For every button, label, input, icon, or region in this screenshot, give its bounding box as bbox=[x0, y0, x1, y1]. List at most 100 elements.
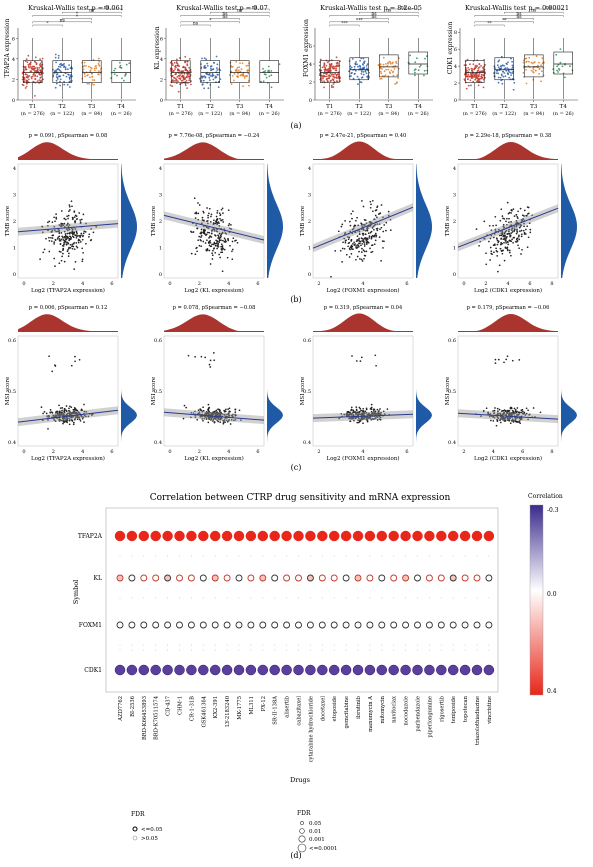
data-point bbox=[26, 76, 29, 79]
data-point bbox=[54, 220, 56, 223]
data-point bbox=[359, 59, 361, 62]
x-tick-label: 0 bbox=[22, 449, 25, 455]
y-tick-label: 1 bbox=[159, 246, 162, 252]
data-point bbox=[215, 215, 218, 218]
data-point bbox=[206, 220, 208, 223]
bubble-kl bbox=[211, 574, 219, 582]
data-point bbox=[81, 417, 84, 420]
data-point bbox=[207, 214, 209, 217]
data-point bbox=[363, 62, 366, 64]
nonsig-dot bbox=[357, 649, 359, 651]
y-tick-label: 0.4 bbox=[8, 440, 16, 446]
bubble-cdk1 bbox=[162, 664, 173, 676]
data-point bbox=[362, 232, 365, 235]
data-point bbox=[506, 217, 508, 220]
nonsig-dot bbox=[369, 644, 371, 646]
nonsig-dot bbox=[464, 597, 466, 599]
x-tick-label: 6 bbox=[110, 281, 113, 287]
sig-label: * bbox=[76, 11, 79, 17]
data-point bbox=[32, 67, 35, 70]
boxplot-kl: Kruskal-Wallis test p = 0.07 KL expressi… bbox=[154, 4, 284, 117]
data-point bbox=[212, 420, 214, 422]
data-point bbox=[221, 248, 223, 250]
y-tick-label: 0.6 bbox=[154, 338, 162, 344]
sig-label: ns bbox=[386, 9, 392, 14]
bubble-cdk1 bbox=[198, 664, 209, 676]
data-point bbox=[27, 54, 30, 57]
data-point bbox=[331, 86, 333, 89]
bubble-cdk1 bbox=[150, 664, 161, 676]
kw-test-label: Kruskal-Wallis test p = 0.00021 bbox=[465, 4, 569, 12]
data-point bbox=[55, 216, 58, 219]
data-point bbox=[172, 70, 175, 72]
panel-d: Correlation between CTRP drug sensitivit… bbox=[72, 493, 563, 860]
data-point bbox=[234, 408, 237, 411]
data-point bbox=[360, 258, 363, 261]
bubble-kl bbox=[187, 574, 195, 582]
y-axis-label: MSI score bbox=[5, 377, 11, 405]
nonsig-dot bbox=[464, 649, 466, 651]
data-point bbox=[53, 243, 55, 245]
data-point bbox=[209, 74, 212, 77]
data-point bbox=[518, 223, 520, 226]
data-point bbox=[76, 232, 78, 235]
data-point bbox=[359, 360, 362, 362]
data-point bbox=[382, 230, 385, 233]
data-point bbox=[366, 226, 369, 229]
y-tick-label: 0.6 bbox=[303, 338, 311, 344]
data-point bbox=[209, 65, 212, 68]
nonsig-dot bbox=[274, 649, 276, 651]
data-point bbox=[361, 247, 363, 250]
data-point bbox=[484, 71, 486, 74]
data-point bbox=[74, 228, 77, 230]
data-point bbox=[497, 60, 500, 63]
data-point bbox=[341, 247, 344, 250]
bubble-foxm1 bbox=[366, 621, 374, 629]
data-point bbox=[540, 80, 542, 83]
data-point bbox=[354, 224, 357, 227]
bubble-tfap2a bbox=[447, 530, 459, 542]
data-point bbox=[68, 252, 70, 255]
y-tick-label: 6 bbox=[160, 36, 163, 42]
x-tick-label: 0 bbox=[22, 281, 25, 287]
nonsig-dot bbox=[488, 555, 490, 557]
scatter-plot-1: p = 0.078, pSpearman = −0.080 2 4 60.40.50.… bbox=[151, 305, 283, 462]
data-point bbox=[395, 60, 397, 63]
data-point bbox=[511, 64, 514, 67]
data-point bbox=[71, 245, 73, 247]
data-point bbox=[39, 258, 41, 260]
x-axis-label: Log2 (CDK1 expression) bbox=[474, 455, 542, 462]
nonsig-dot bbox=[345, 597, 347, 599]
data-point bbox=[244, 75, 247, 77]
data-point bbox=[200, 75, 203, 78]
bubble-cdk1 bbox=[364, 664, 376, 676]
stat-label: p = 2.29e-18, pSpearman = 0.38 bbox=[465, 133, 552, 139]
sig-label: ** bbox=[502, 17, 507, 23]
colorbar-tick-mid: 0.0 bbox=[547, 591, 557, 598]
data-point bbox=[488, 240, 490, 243]
data-point bbox=[362, 422, 364, 425]
data-point bbox=[516, 215, 519, 218]
data-point bbox=[36, 68, 39, 71]
data-point bbox=[79, 219, 82, 221]
data-point bbox=[354, 231, 357, 233]
bubble-cdk1 bbox=[174, 664, 185, 676]
data-point bbox=[268, 75, 271, 78]
data-point bbox=[352, 227, 355, 230]
bubble-cdk1 bbox=[269, 664, 280, 676]
data-point bbox=[124, 73, 127, 76]
data-point bbox=[321, 66, 324, 69]
data-point bbox=[54, 86, 57, 89]
data-point bbox=[38, 67, 41, 69]
data-point bbox=[465, 87, 468, 90]
data-point bbox=[216, 223, 218, 226]
data-point bbox=[68, 80, 71, 83]
data-point bbox=[41, 225, 43, 228]
data-point bbox=[204, 64, 206, 67]
data-point bbox=[55, 69, 57, 72]
bubble-foxm1 bbox=[295, 621, 302, 629]
data-point bbox=[496, 64, 499, 67]
data-point bbox=[334, 250, 337, 252]
data-point bbox=[57, 236, 60, 239]
data-point bbox=[65, 228, 68, 230]
